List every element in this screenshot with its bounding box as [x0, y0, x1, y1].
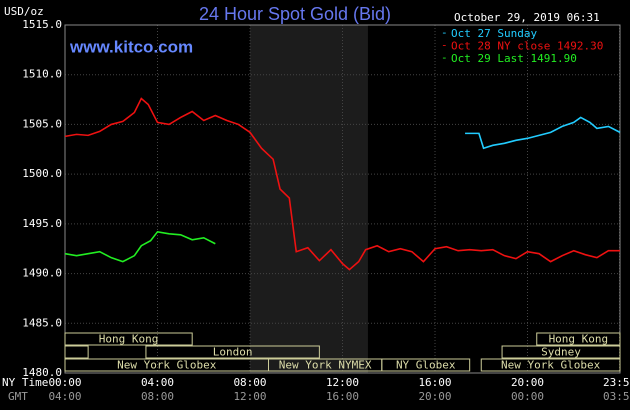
x2-tick-label: 04:00	[48, 390, 81, 403]
session-box	[480, 358, 621, 372]
legend-marker: -	[441, 51, 448, 64]
session-label: New York Globex	[501, 359, 601, 372]
legend-label: Oct 29 Last 1491.90	[451, 52, 577, 65]
x-tick-label: 12:00	[326, 376, 359, 389]
y-tick-label: 1510.0	[22, 68, 62, 81]
session-label: NY Globex	[396, 359, 456, 372]
x2-tick-label: 16:00	[326, 390, 359, 403]
x2-tick-label: 20:00	[418, 390, 451, 403]
plot-frame	[64, 24, 621, 374]
session-box	[536, 332, 621, 346]
y-axis-label: USD/oz	[4, 5, 44, 18]
x2-tick-label: 00:00	[511, 390, 544, 403]
x2-tick-label: 03:59	[603, 390, 630, 403]
x-tick-label: 16:00	[418, 376, 451, 389]
session-box	[381, 358, 471, 372]
y-tick-label: 1480.0	[22, 366, 62, 379]
session-label: Hong Kong	[99, 333, 159, 346]
session-label: Hong Kong	[549, 333, 609, 346]
session-label: New York Globex	[117, 359, 217, 372]
legend-label: Oct 28 NY close 1492.30	[451, 40, 603, 53]
chart-title: 24 Hour Spot Gold (Bid)	[199, 4, 391, 24]
source: www.kitco.com	[69, 37, 193, 56]
x2-tick-label: 12:00	[233, 390, 266, 403]
x-tick-label: 23:59	[603, 376, 630, 389]
session-shade	[250, 25, 368, 373]
timestamp: October 29, 2019 06:31	[454, 11, 600, 24]
session-label: Sydney	[541, 346, 581, 359]
session-label: New York NYMEX	[279, 359, 372, 372]
session-box	[145, 345, 320, 359]
legend-label: Oct 27 Sunday	[451, 27, 537, 40]
x-tick-label: 04:00	[141, 376, 174, 389]
x-tick-label: 20:00	[511, 376, 544, 389]
x-axis-label: NY Time	[2, 376, 48, 389]
series-line	[64, 230, 216, 263]
y-tick-label: 1485.0	[22, 316, 62, 329]
series-line	[64, 97, 620, 271]
x2-tick-label: 08:00	[141, 390, 174, 403]
y-tick-label: 1500.0	[22, 167, 62, 180]
legend-marker: -	[441, 26, 448, 39]
legend-marker: -	[441, 39, 448, 52]
y-tick-label: 1515.0	[22, 18, 62, 31]
session-box	[501, 345, 621, 359]
y-tick-label: 1495.0	[22, 217, 62, 230]
session-label: London	[213, 346, 253, 359]
x-tick-label: 00:00	[48, 376, 81, 389]
y-tick-label: 1490.0	[22, 267, 62, 280]
x2-axis-label: GMT	[8, 390, 28, 403]
x-tick-label: 08:00	[233, 376, 266, 389]
session-box	[64, 332, 193, 346]
y-tick-label: 1505.0	[22, 117, 62, 130]
series-line	[465, 116, 621, 150]
session-box	[64, 345, 89, 359]
